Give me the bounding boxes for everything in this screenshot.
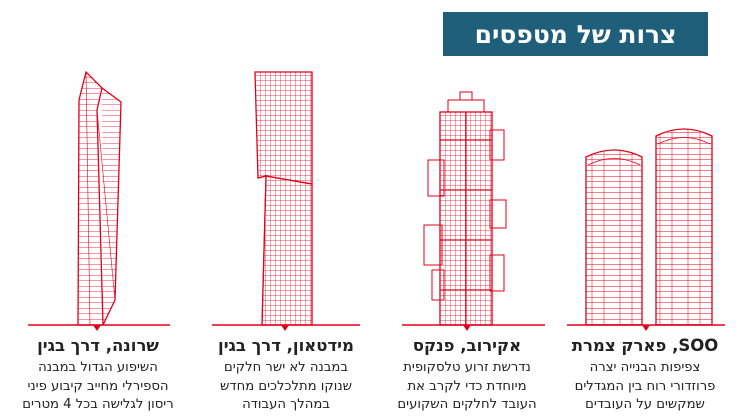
akirov-tower bbox=[423, 91, 507, 326]
soo-tower-right bbox=[655, 128, 713, 326]
building-name: מידטאון, דרך בגין bbox=[218, 336, 354, 355]
page-title: צרות של מטפסים bbox=[443, 12, 708, 56]
building-name: אקירוב, פנקס bbox=[412, 336, 522, 355]
caption-sharona: שרונה, דרך בגין השיפוע הגדול במבנה הספיר… bbox=[9, 336, 187, 415]
building-description: השיפוע הגדול במבנה הספירלי מחייב קיבוע פ… bbox=[22, 360, 174, 412]
soo-tower-left bbox=[585, 149, 643, 326]
building-name: שרונה, דרך בגין bbox=[37, 336, 159, 355]
ground-line-soo bbox=[567, 324, 725, 331]
midtown-tower bbox=[254, 71, 313, 326]
ground-line-midtown bbox=[212, 324, 360, 331]
building-description: צפיפות הבנייה יצרה פרוזדורי רוח בין המגד… bbox=[574, 360, 716, 412]
building-description: נדרשת זרוע טלסקופית מיוחדת כדי לקרב את ה… bbox=[397, 360, 537, 412]
building-name: SOO, פארק צמרת bbox=[571, 336, 719, 355]
building-description: במבנה לא ישר חלקים שנוקו מתלכלכים מחדש ב… bbox=[220, 360, 352, 412]
ground-line-akirov bbox=[402, 324, 545, 331]
caption-akirov: אקירוב, פנקס נדרשת זרוע טלסקופית מיוחדת … bbox=[378, 336, 556, 415]
caption-midtown: מידטאון, דרך בגין במבנה לא ישר חלקים שנו… bbox=[197, 336, 375, 415]
sharona-tower bbox=[77, 70, 122, 326]
caption-soo: SOO, פארק צמרת צפיפות הבנייה יצרה פרוזדו… bbox=[556, 336, 734, 415]
ground-line-sharona bbox=[28, 324, 170, 331]
